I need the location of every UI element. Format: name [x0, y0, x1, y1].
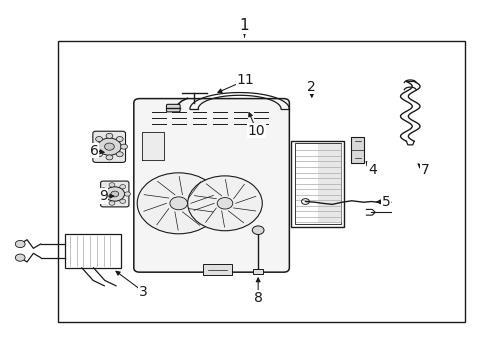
- Text: 4: 4: [367, 163, 376, 177]
- Circle shape: [109, 201, 115, 205]
- Circle shape: [120, 185, 125, 189]
- Bar: [294, 143, 340, 224]
- Circle shape: [116, 136, 123, 141]
- Circle shape: [217, 198, 232, 209]
- Circle shape: [96, 152, 102, 157]
- FancyBboxPatch shape: [166, 104, 180, 112]
- Text: 3: 3: [139, 285, 148, 299]
- Circle shape: [116, 152, 123, 157]
- Text: 10: 10: [247, 123, 265, 138]
- FancyBboxPatch shape: [101, 181, 129, 207]
- Text: 9: 9: [99, 189, 107, 203]
- Circle shape: [121, 144, 127, 149]
- FancyBboxPatch shape: [134, 99, 289, 272]
- Circle shape: [104, 143, 114, 150]
- Bar: [203, 264, 232, 275]
- Circle shape: [111, 191, 119, 197]
- Circle shape: [106, 134, 113, 138]
- Text: 1: 1: [239, 18, 249, 33]
- Bar: [350, 137, 364, 163]
- Circle shape: [109, 183, 115, 187]
- Bar: [65, 234, 121, 268]
- Text: 11: 11: [236, 73, 254, 87]
- Circle shape: [187, 176, 262, 231]
- Circle shape: [100, 188, 106, 192]
- Circle shape: [120, 199, 125, 203]
- Bar: [317, 144, 341, 223]
- Circle shape: [169, 197, 187, 210]
- Text: 6: 6: [90, 144, 99, 158]
- Circle shape: [100, 196, 106, 200]
- Polygon shape: [142, 132, 163, 160]
- Circle shape: [15, 240, 25, 248]
- Bar: [58, 41, 464, 321]
- Text: 2: 2: [307, 80, 316, 94]
- Circle shape: [91, 144, 98, 149]
- Circle shape: [124, 192, 130, 196]
- Text: 5: 5: [381, 194, 389, 208]
- Bar: [253, 269, 263, 274]
- Circle shape: [15, 254, 25, 261]
- Circle shape: [106, 155, 113, 160]
- Circle shape: [105, 187, 124, 201]
- Text: 7: 7: [420, 163, 428, 177]
- Bar: [290, 140, 344, 226]
- Text: 8: 8: [253, 291, 262, 305]
- Circle shape: [98, 138, 121, 155]
- Text: 1: 1: [239, 18, 249, 33]
- FancyBboxPatch shape: [93, 131, 125, 162]
- Circle shape: [96, 136, 102, 141]
- Circle shape: [252, 226, 264, 234]
- Circle shape: [137, 173, 220, 234]
